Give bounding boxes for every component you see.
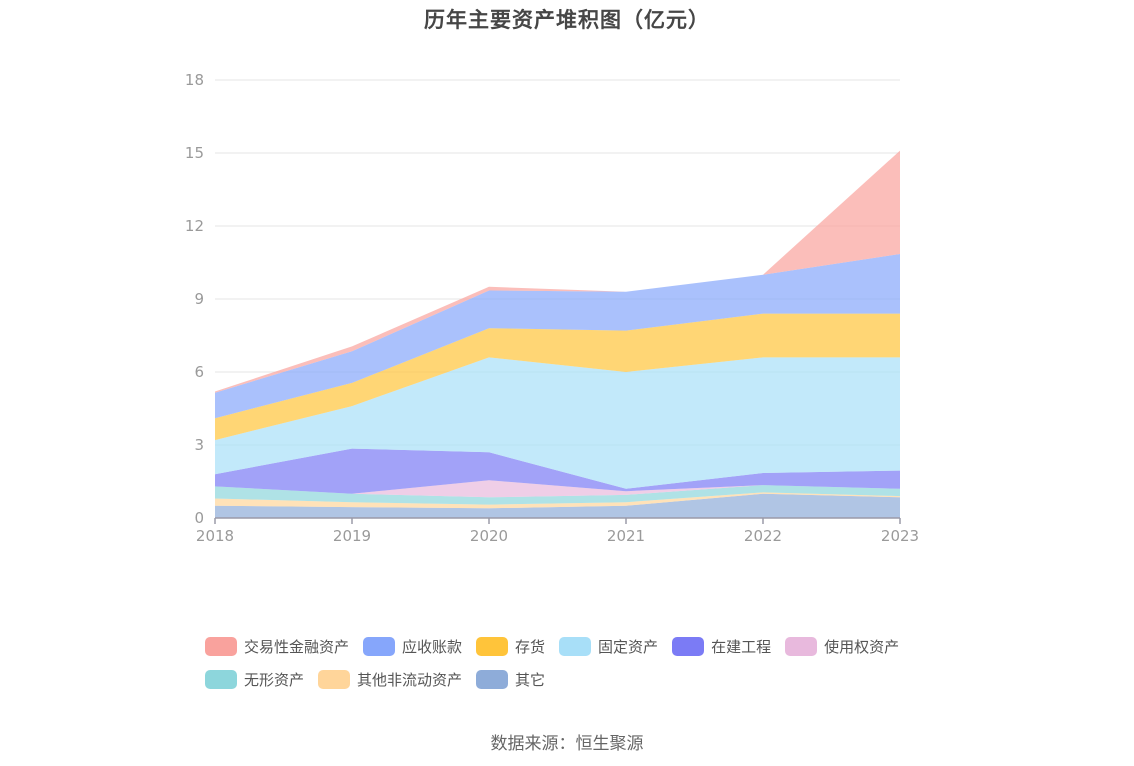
y-tick-label: 3 [194,436,204,454]
x-tick-label: 2023 [881,527,919,545]
axis-layer: 0 3 6 9 12 15 18 2018 2019 2020 2021 2022 2023 [185,71,919,545]
legend-item-无形资产[interactable]: 无形资产 [205,669,304,690]
legend-item-在建工程[interactable]: 在建工程 [672,636,771,657]
legend-row: 交易性金融资产 应收账款 存货 固定资产 在建工程 使用权资产 [205,630,965,663]
legend-swatch [476,670,509,689]
legend-swatch [205,670,237,689]
legend-item-固定资产[interactable]: 固定资产 [559,636,658,657]
legend-label: 其他非流动资产 [357,671,463,689]
area-其他非流动资产[interactable] [215,492,900,509]
legend-label: 存货 [515,638,546,656]
area-无形资产[interactable] [215,485,900,505]
area-交易性金融资产[interactable] [215,150,900,393]
area-layer [215,150,900,518]
legend-swatch [785,637,818,656]
legend-label: 无形资产 [244,671,305,689]
chart-title: 历年主要资产堆积图（亿元） [424,8,710,32]
legend-item-使用权资产[interactable]: 使用权资产 [785,636,899,657]
x-tick-label: 2019 [333,527,371,545]
y-tick-label: 18 [185,71,204,89]
y-tick-label: 15 [185,144,204,162]
area-固定资产[interactable] [215,357,900,489]
legend-row: 无形资产 其他非流动资产 其它 [205,663,965,696]
area-应收账款[interactable] [215,254,900,419]
legend-swatch [476,637,509,656]
legend-label: 应收账款 [402,638,463,656]
x-tick-label: 2018 [196,527,234,545]
x-tick-label: 2021 [607,527,645,545]
x-tick-label: 2022 [744,527,782,545]
area-存货[interactable] [215,313,900,441]
legend-item-其他非流动资产[interactable]: 其他非流动资产 [318,669,462,690]
area-使用权资产[interactable] [215,480,900,498]
legend-swatch [205,637,237,656]
legend-item-应收账款[interactable]: 应收账款 [363,636,462,657]
legend-label: 固定资产 [598,638,659,656]
legend-label: 其它 [515,671,546,689]
data-source: 数据来源：恒生聚源 [490,734,644,754]
legend: 交易性金融资产 应收账款 存货 固定资产 在建工程 使用权资产 无形资产 其他非流动资产 其它 [205,630,965,696]
area-在建工程[interactable] [215,448,900,494]
legend-swatch [672,637,705,656]
legend-item-其它[interactable]: 其它 [476,669,545,690]
y-tick-label: 9 [194,290,204,308]
y-tick-label: 6 [194,363,204,381]
y-tick-label: 12 [185,217,204,235]
y-tick-label: 0 [194,509,204,527]
x-tick-label: 2020 [470,527,508,545]
legend-swatch [363,637,396,656]
legend-swatch [559,637,592,656]
legend-label: 使用权资产 [824,638,900,656]
stacked-area-chart: 0 3 6 9 12 15 18 2018 2019 2020 2021 2022 2023 [185,71,919,545]
legend-label: 交易性金融资产 [244,638,350,656]
area-其它[interactable] [215,493,900,518]
legend-swatch [318,670,351,689]
legend-item-存货[interactable]: 存货 [476,636,545,657]
legend-item-交易性金融资产[interactable]: 交易性金融资产 [205,636,349,657]
legend-label: 在建工程 [711,638,772,656]
